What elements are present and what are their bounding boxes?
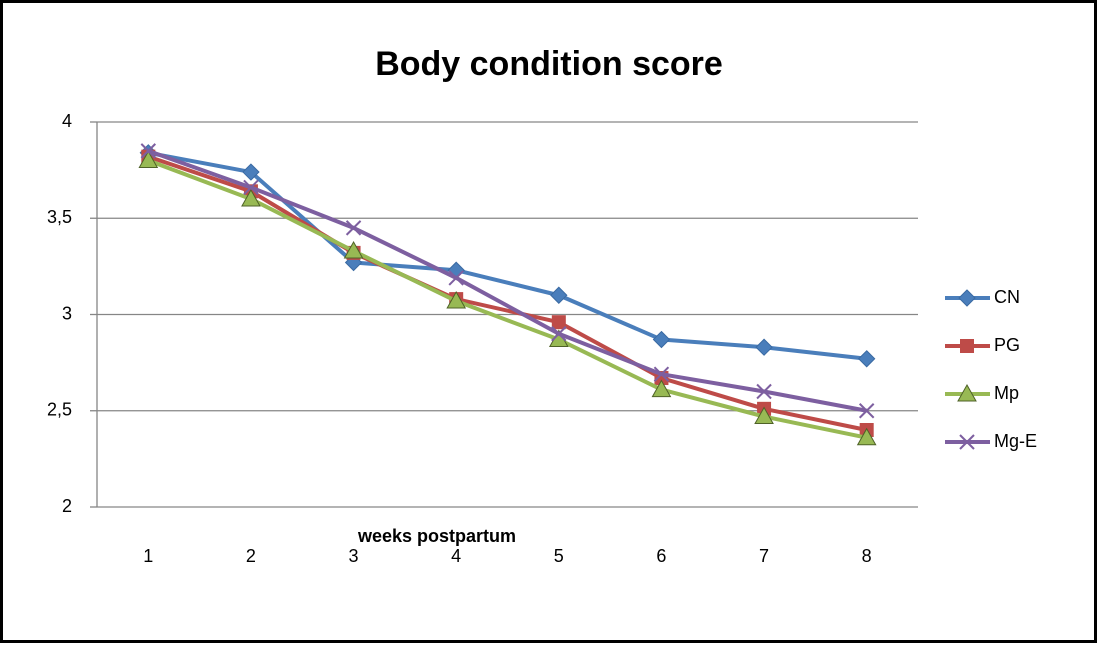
marker-stroke <box>345 220 362 236</box>
marker <box>446 291 467 309</box>
marker <box>756 383 772 400</box>
series-line <box>147 150 867 361</box>
marker-stroke <box>551 326 567 342</box>
marker <box>345 220 362 236</box>
marker-stroke <box>756 383 772 400</box>
marker <box>242 163 260 181</box>
marker <box>652 330 671 349</box>
marker <box>343 240 364 259</box>
marker <box>755 338 773 356</box>
y-tick-label: 3,5 <box>47 207 72 227</box>
x-tick-label: 4 <box>451 546 461 566</box>
marker <box>448 270 464 286</box>
marker <box>140 143 157 159</box>
series-line <box>147 148 868 413</box>
x-tick-label: 7 <box>759 546 769 566</box>
marker-stroke <box>858 403 875 419</box>
marker-stroke <box>140 143 157 159</box>
legend-marker <box>958 289 976 307</box>
marker-stroke <box>959 434 975 450</box>
legend-marker <box>960 339 974 353</box>
marker <box>551 315 566 330</box>
x-tick-label: 1 <box>143 546 153 566</box>
marker <box>550 286 568 304</box>
y-tick-label: 3 <box>62 303 72 323</box>
marker <box>856 427 877 446</box>
x-tick-label: 2 <box>246 546 256 566</box>
legend-label: Mp <box>994 383 1019 403</box>
marker <box>754 406 774 425</box>
marker <box>551 326 567 342</box>
marker-stroke <box>243 179 259 196</box>
marker <box>858 403 875 419</box>
x-axis-label: weeks postpartum <box>357 526 516 546</box>
x-tick-label: 5 <box>554 546 564 566</box>
marker-stroke <box>448 270 464 286</box>
legend-label: Mg-E <box>994 431 1037 451</box>
y-tick-label: 4 <box>62 111 72 131</box>
marker <box>653 366 670 382</box>
legend-marker <box>959 434 975 450</box>
legend-marker <box>957 383 977 402</box>
x-tick-label: 8 <box>862 546 872 566</box>
marker <box>241 188 261 207</box>
chart-title: Body condition score <box>375 45 723 83</box>
x-tick-label: 3 <box>349 546 359 566</box>
marker <box>138 150 159 168</box>
y-tick-label: 2,5 <box>47 400 72 420</box>
y-tick-label: 2 <box>62 496 72 516</box>
marker <box>651 379 672 398</box>
series-line <box>147 154 868 432</box>
marker-stroke <box>653 366 670 382</box>
marker <box>243 179 259 196</box>
series-line <box>147 158 868 440</box>
legend-label: CN <box>994 287 1020 307</box>
x-tick-label: 6 <box>656 546 666 566</box>
marker <box>857 350 876 368</box>
legend-label: PG <box>994 335 1020 355</box>
